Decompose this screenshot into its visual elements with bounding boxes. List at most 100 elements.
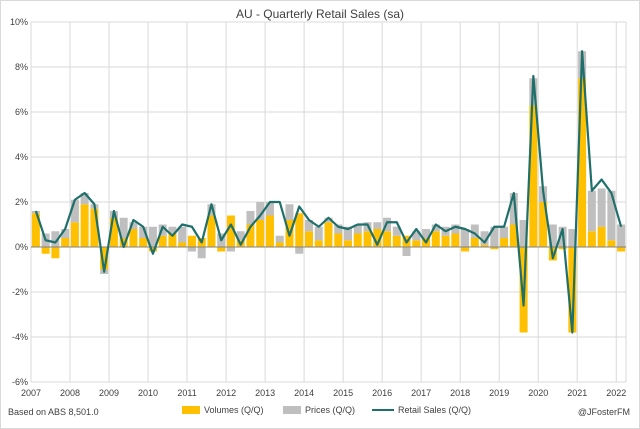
bar-volumes bbox=[539, 202, 548, 247]
y-tick-label: -4% bbox=[12, 332, 28, 342]
bar-prices bbox=[148, 226, 157, 247]
bar-volumes bbox=[80, 204, 89, 247]
bar-prices bbox=[265, 202, 274, 216]
retail-line-layer bbox=[34, 50, 623, 334]
bar-prices bbox=[314, 226, 323, 241]
bar-volumes bbox=[470, 238, 479, 247]
bar-prices bbox=[178, 226, 187, 243]
bar-prices bbox=[353, 224, 362, 234]
x-tick-label: 2011 bbox=[177, 388, 196, 398]
bar-volumes bbox=[129, 229, 138, 247]
bar-volumes bbox=[265, 215, 274, 247]
bar-prices bbox=[568, 229, 577, 247]
bar-prices bbox=[607, 190, 616, 241]
x-tick-label: 2016 bbox=[372, 388, 392, 398]
chart-title: AU - Quarterly Retail Sales (sa) bbox=[235, 7, 405, 21]
bar-prices bbox=[431, 224, 440, 232]
bar-prices bbox=[139, 226, 148, 238]
bar-volumes bbox=[41, 247, 50, 254]
bar-volumes bbox=[70, 222, 79, 247]
bar-prices bbox=[80, 193, 89, 205]
legend-label-retail: Retail Sales (Q/Q) bbox=[398, 405, 472, 415]
bar-volumes bbox=[480, 244, 489, 247]
bar-volumes bbox=[568, 247, 577, 333]
bar-prices bbox=[334, 224, 343, 234]
bar-volumes bbox=[441, 235, 450, 247]
bar-prices bbox=[158, 224, 167, 236]
bar-volumes bbox=[461, 247, 470, 252]
bar-volumes bbox=[529, 105, 538, 247]
bar-prices bbox=[304, 220, 313, 232]
bar-volumes bbox=[207, 215, 216, 247]
bar-volumes bbox=[373, 229, 382, 247]
tick-labels: -6% -4% -2% 0% 2% 4% 6% 8% 10% 2007 2008 2009 2010 20… bbox=[10, 17, 626, 398]
bar-volumes bbox=[178, 242, 187, 247]
y-tick-label: -6% bbox=[12, 377, 28, 387]
bar-volumes bbox=[148, 247, 157, 252]
bar-volumes bbox=[451, 233, 460, 247]
bar-volumes bbox=[158, 235, 167, 247]
bar-prices bbox=[451, 224, 460, 234]
y-tick-label: 6% bbox=[15, 107, 28, 117]
retail-sales-line bbox=[34, 50, 623, 334]
bar-volumes bbox=[51, 247, 60, 259]
x-tick-label: 2013 bbox=[255, 388, 275, 398]
bar-prices bbox=[51, 231, 60, 247]
bar-volumes bbox=[256, 220, 265, 247]
bar-volumes bbox=[304, 231, 313, 247]
bar-prices bbox=[509, 193, 518, 225]
x-tick-label: 2014 bbox=[294, 388, 314, 398]
legend-swatch-retail bbox=[372, 409, 394, 411]
gridlines bbox=[30, 21, 627, 383]
x-tick-label: 2012 bbox=[216, 388, 236, 398]
bar-prices bbox=[197, 247, 206, 259]
bar-volumes bbox=[275, 242, 284, 247]
x-tick-label: 2018 bbox=[450, 388, 470, 398]
bar-prices bbox=[470, 224, 479, 238]
x-tick-label: 2019 bbox=[489, 388, 509, 398]
bar-volumes bbox=[324, 222, 333, 247]
legend-item-prices: Prices (Q/Q) bbox=[283, 405, 355, 415]
x-tick-label: 2017 bbox=[411, 388, 431, 398]
x-tick-label: 2020 bbox=[528, 388, 548, 398]
y-tick-label: 10% bbox=[10, 17, 28, 27]
bar-volumes bbox=[500, 238, 509, 247]
bar-prices bbox=[187, 247, 196, 252]
x-tick-label: 2007 bbox=[21, 388, 41, 398]
x-tick-label: 2022 bbox=[606, 388, 626, 398]
legend-label-volumes: Volumes (Q/Q) bbox=[204, 405, 264, 415]
legend-swatch-volumes bbox=[182, 406, 200, 414]
bar-prices bbox=[402, 247, 411, 256]
bar-prices bbox=[500, 226, 509, 238]
bar-prices bbox=[344, 226, 353, 241]
legend-item-volumes: Volumes (Q/Q) bbox=[182, 405, 264, 415]
bar-prices bbox=[597, 188, 606, 227]
y-tick-label: 0% bbox=[15, 242, 28, 252]
bar-prices bbox=[587, 190, 596, 232]
x-tick-label: 2010 bbox=[138, 388, 158, 398]
bar-volumes bbox=[509, 224, 518, 247]
bars bbox=[31, 51, 626, 333]
bar-prices bbox=[256, 202, 265, 220]
bar-prices bbox=[285, 204, 294, 220]
bar-volumes bbox=[31, 213, 40, 247]
bar-volumes bbox=[383, 231, 392, 247]
bar-volumes bbox=[353, 233, 362, 247]
source-note: Based on ABS 8,501.0 bbox=[8, 407, 99, 417]
bar-volumes bbox=[100, 247, 109, 270]
bar-prices bbox=[519, 220, 528, 247]
bar-volumes bbox=[617, 247, 626, 252]
y-tick-label: 4% bbox=[15, 152, 28, 162]
legend-item-retail: Retail Sales (Q/Q) bbox=[372, 405, 471, 415]
bar-volumes bbox=[109, 217, 118, 247]
bar-prices bbox=[373, 222, 382, 229]
bar-prices bbox=[119, 217, 128, 238]
bar-prices bbox=[480, 231, 489, 245]
bar-volumes bbox=[392, 235, 401, 247]
bar-prices bbox=[226, 247, 235, 252]
bar-volumes bbox=[246, 224, 255, 247]
bar-volumes bbox=[119, 238, 128, 247]
bar-volumes bbox=[168, 233, 177, 247]
bar-volumes bbox=[607, 240, 616, 247]
